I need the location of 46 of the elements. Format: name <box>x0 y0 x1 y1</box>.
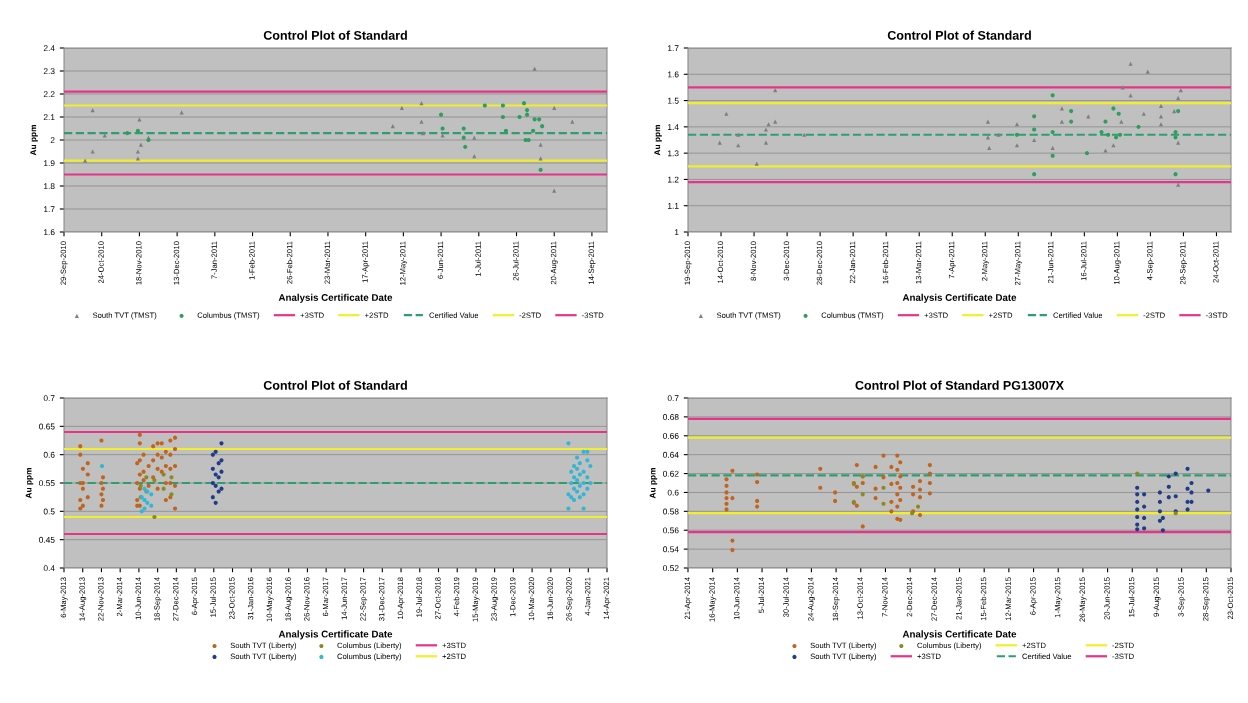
x-axis-title: Analysis Certificate Date <box>278 630 393 640</box>
y-tick-label: 1.1 <box>668 203 679 209</box>
y-tick-label: 0.64 <box>663 451 679 458</box>
y-tick-label: 2.4 <box>43 45 55 52</box>
y-tick-label: 0.68 <box>663 414 679 420</box>
chart-title: Control Plot of Standard PG13007X <box>855 380 1064 390</box>
y-axis-title: Au ppm <box>649 468 658 499</box>
y-tick-label: 0.62 <box>663 470 679 477</box>
y-tick-label: 2.3 <box>43 68 55 75</box>
y-tick-label: 0.5 <box>43 508 55 515</box>
x-axis-title: Analysis Certificate Date <box>902 293 1017 303</box>
y-tick-label: 1.8 <box>44 183 55 190</box>
y-tick-label: 0.7 <box>43 395 55 402</box>
y-tick-label: 2.2 <box>43 91 55 98</box>
y-tick-label: 0.45 <box>39 536 55 543</box>
y-tick-label: 1.5 <box>668 97 679 104</box>
y-tick-label: 0.6 <box>667 489 679 496</box>
y-axis-title: Au ppm <box>25 468 34 499</box>
chart-title: Control Plot of Standard <box>263 380 407 390</box>
y-tick-label: 2 <box>50 137 55 144</box>
y-tick-label: 0.56 <box>663 527 679 534</box>
y-tick-label: 1.7 <box>668 45 679 52</box>
y-tick-label: 0.54 <box>663 546 679 553</box>
y-tick-label: 1.6 <box>44 229 55 236</box>
y-tick-label: 1.9 <box>44 160 55 167</box>
y-axis-title: Au ppm <box>654 125 662 156</box>
y-tick-label: 0.4 <box>43 565 55 572</box>
x-axis-title: Analysis Certificate Date <box>902 630 1017 640</box>
y-tick-label: 1.2 <box>668 176 679 183</box>
y-axis-title: Au ppm <box>30 125 38 156</box>
y-tick-label: 0.66 <box>663 432 679 439</box>
y-tick-label: 1 <box>674 229 679 236</box>
y-tick-label: 0.55 <box>39 480 55 487</box>
y-tick-label: 1.7 <box>44 206 55 213</box>
x-axis-title: Analysis Certificate Date <box>278 293 393 303</box>
y-tick-label: 1.4 <box>668 124 679 130</box>
y-tick-label: 1.6 <box>668 71 679 78</box>
chart-title: Control Plot of Standard <box>263 30 407 40</box>
y-tick-label: 0.58 <box>663 508 679 515</box>
chart-title: Control Plot of Standard <box>887 30 1031 40</box>
y-tick-label: 0.7 <box>667 395 679 402</box>
y-tick-label: 0.65 <box>39 423 55 430</box>
y-tick-label: 1.3 <box>668 150 679 157</box>
y-tick-label: 0.6 <box>43 451 55 458</box>
y-tick-label: 2.1 <box>43 114 55 121</box>
y-tick-label: 0.52 <box>663 565 679 572</box>
